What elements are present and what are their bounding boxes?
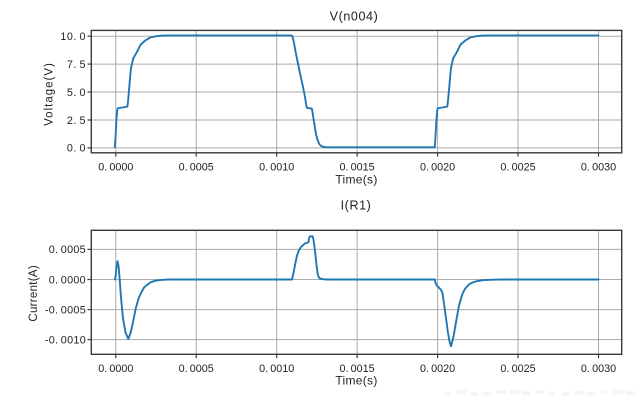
svg-text:Current(A): Current(A) (28, 265, 40, 322)
svg-text:Time(s): Time(s) (335, 173, 377, 187)
svg-text:0. 0025: 0. 0025 (500, 363, 535, 375)
svg-text:0. 0010: 0. 0010 (259, 363, 294, 375)
svg-text:0. 0005: 0. 0005 (179, 363, 214, 375)
svg-text:-0. 0005: -0. 0005 (45, 304, 86, 316)
svg-text:V(n004): V(n004) (330, 10, 379, 24)
svg-text:0. 0005: 0. 0005 (49, 244, 86, 256)
svg-text:0. 0010: 0. 0010 (259, 161, 294, 173)
svg-text:0. 0000: 0. 0000 (49, 274, 86, 286)
svg-text:0. 0020: 0. 0020 (420, 161, 455, 173)
svg-text:Voltage(V): Voltage(V) (44, 62, 56, 126)
svg-text:0. 0005: 0. 0005 (179, 161, 214, 173)
svg-text:0. 0000: 0. 0000 (98, 161, 133, 173)
svg-text:0. 0015: 0. 0015 (340, 363, 375, 375)
svg-text:-0. 0010: -0. 0010 (45, 334, 86, 346)
svg-text:10. 0: 10. 0 (60, 31, 86, 43)
svg-text:0. 0030: 0. 0030 (581, 161, 616, 173)
svg-text:0. 0020: 0. 0020 (420, 363, 455, 375)
svg-text:0. 0030: 0. 0030 (581, 363, 616, 375)
svg-text:7. 5: 7. 5 (67, 59, 86, 71)
svg-text:0. 0: 0. 0 (67, 143, 86, 155)
svg-text:0. 0015: 0. 0015 (340, 161, 375, 173)
svg-text:2. 5: 2. 5 (67, 115, 86, 127)
svg-text:Time(s): Time(s) (335, 374, 377, 388)
svg-text:I(R1): I(R1) (341, 199, 372, 213)
svg-text:5. 0: 5. 0 (67, 87, 86, 99)
svg-text:0. 0000: 0. 0000 (98, 363, 133, 375)
svg-text:0. 0025: 0. 0025 (500, 161, 535, 173)
